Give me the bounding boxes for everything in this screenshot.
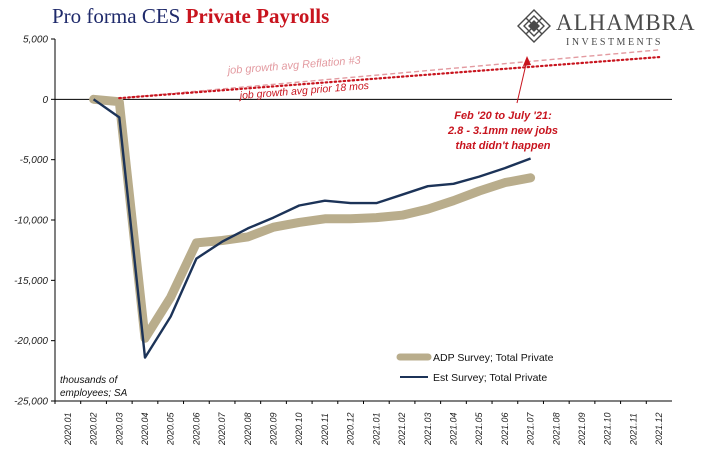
legend-adp-label: ADP Survey; Total Private <box>433 352 554 364</box>
est-series-line <box>92 98 532 359</box>
axes-layer <box>51 38 672 404</box>
prior-avg-line <box>118 55 661 100</box>
y-tick-label: -10,000 <box>14 216 48 227</box>
chart-title: Pro forma CES Private Payrolls <box>52 4 329 29</box>
x-tick-label: 2020.12 <box>346 412 356 446</box>
y-tick-label: -20,000 <box>14 336 48 347</box>
diamond-lattice-icon <box>517 9 551 43</box>
y-tick-label: -15,000 <box>14 276 48 287</box>
series-layer <box>89 49 661 359</box>
x-tick-label: 2020.09 <box>269 412 279 446</box>
logo-subtitle: INVESTMENTS <box>566 37 663 48</box>
x-tick-label: 2021.02 <box>397 412 407 446</box>
callout-arrow <box>516 59 528 104</box>
x-tick-label: 2021.01 <box>371 412 381 446</box>
x-tick-label: 2020.01 <box>63 412 73 446</box>
x-tick-label: 2020.10 <box>294 412 304 446</box>
x-tick-label: 2021.07 <box>526 411 536 446</box>
x-tick-label: 2021.05 <box>474 411 484 446</box>
x-tick-label: 2020.11 <box>320 413 330 446</box>
title-emphasis: Private Payrolls <box>185 4 330 28</box>
legend-est-label: Est Survey; Total Private <box>433 372 547 384</box>
x-tick-label: 2020.06 <box>191 412 201 446</box>
x-tick-label: 2021.10 <box>603 412 613 446</box>
x-tick-label: 2021.03 <box>423 412 433 446</box>
y-tick-label: 0 <box>42 95 48 106</box>
label-layer: 5,000 0 -5,000 -10,000 -15,000 -20,000 -25,000… <box>14 35 664 447</box>
x-tick-label: 2020.04 <box>140 412 150 446</box>
x-tick-label: 2021.08 <box>551 412 561 446</box>
alhambra-logo: ALHAMBRA INVESTMENTS <box>516 8 702 58</box>
y-tick-label: 5,000 <box>23 35 48 46</box>
unit-note-line2: employees; SA <box>60 388 128 399</box>
x-tick-label: 2020.05 <box>166 411 176 446</box>
callout-arrowhead <box>523 56 531 66</box>
unit-note-line1: thousands of <box>60 375 118 386</box>
reflation-avg-line <box>119 49 660 99</box>
adp-series-line <box>89 94 536 343</box>
y-tick-label: -25,000 <box>14 397 48 408</box>
x-tick-label: 2021.11 <box>628 413 638 446</box>
title-prefix: Pro forma CES <box>52 4 186 28</box>
y-tick-label: -5,000 <box>20 155 49 166</box>
logo-name: ALHAMBRA <box>556 10 696 35</box>
x-tick-label: 2021.09 <box>577 412 587 446</box>
callout-line1: Feb '20 to July '21: <box>454 110 552 122</box>
x-tick-label: 2021.04 <box>448 412 458 446</box>
x-tick-label: 2020.08 <box>243 412 253 446</box>
x-tick-label: 2020.03 <box>114 412 124 446</box>
callout-line3: that didn't happen <box>456 140 551 152</box>
x-tick-label: 2021.12 <box>654 412 664 446</box>
callout-line2: 2.8 - 3.1mm new jobs <box>447 125 558 137</box>
x-tick-label: 2020.07 <box>217 411 227 446</box>
x-tick-label: 2020.02 <box>89 412 99 446</box>
reflation-label: job growth avg Reflation #3 <box>225 54 362 77</box>
x-tick-label: 2021.06 <box>500 412 510 446</box>
